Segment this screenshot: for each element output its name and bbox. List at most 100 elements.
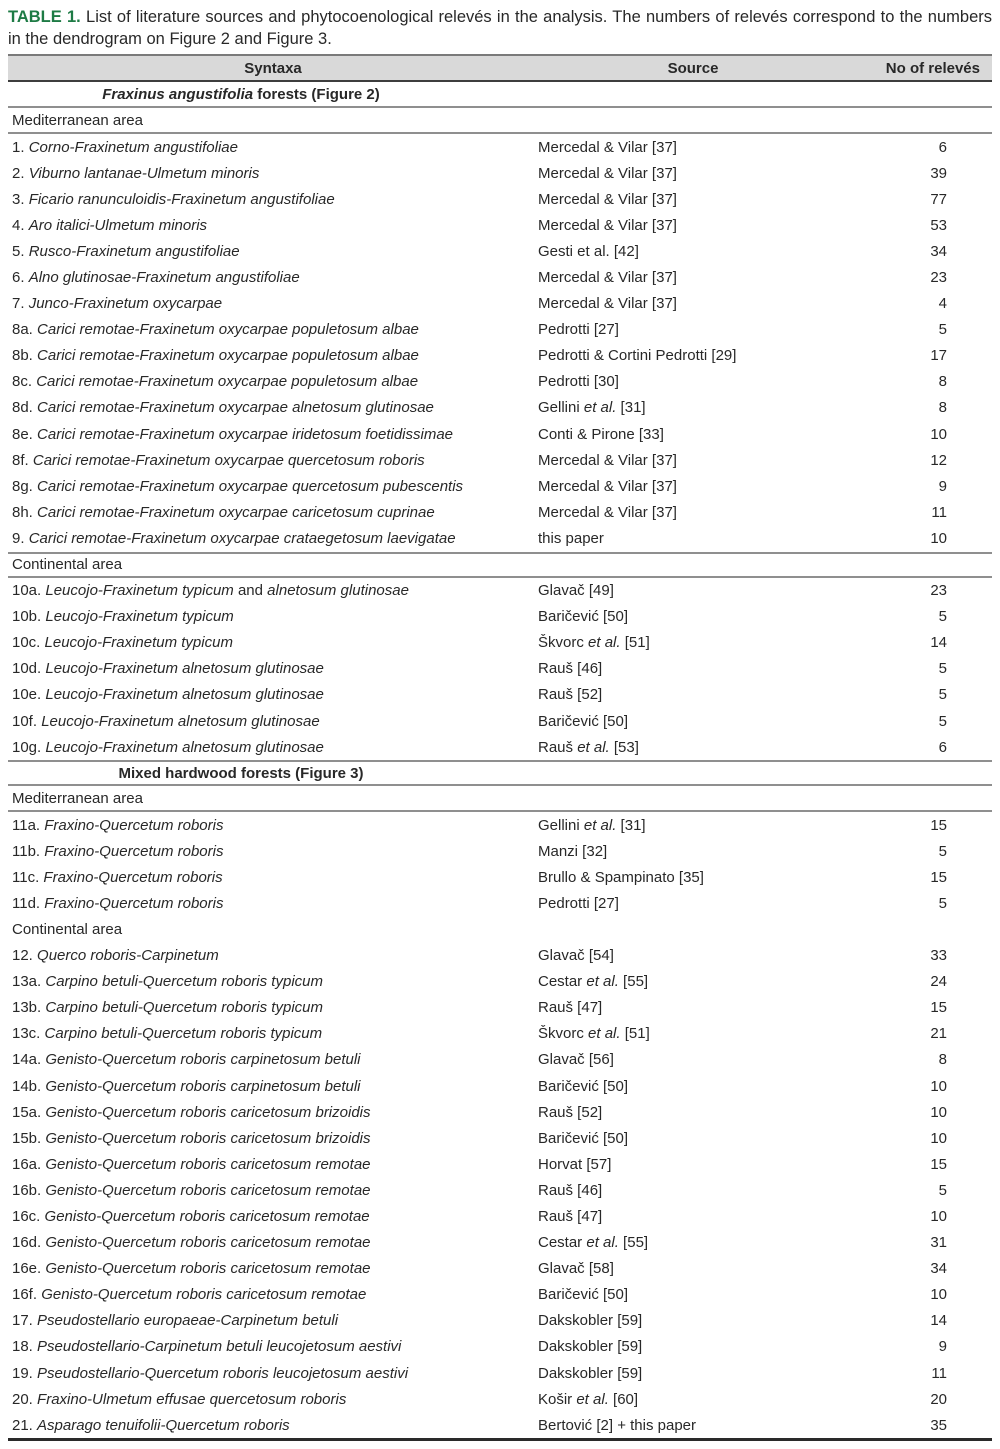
syntaxa-cell: 15a. Genisto-Quercetum roboris caricetos… bbox=[12, 1103, 371, 1121]
syntaxa-cell: 4. Aro italici-Ulmetum minoris bbox=[12, 216, 208, 234]
table-row: 16d. Genisto-Quercetum roboris caricetos… bbox=[8, 1230, 992, 1256]
table-header-row: Syntaxa Source No of relevés bbox=[8, 56, 992, 82]
syntaxa-cell: 14a. Genisto-Quercetum roboris carpineto… bbox=[12, 1051, 361, 1069]
source-cell: Cestar et al. [55] bbox=[538, 1234, 649, 1252]
releves-count-cell: 33 bbox=[930, 947, 947, 965]
source-cell: Glavač [54] bbox=[538, 947, 614, 965]
table-row: 17. Pseudostellario europaeae-Carpinetum… bbox=[8, 1308, 992, 1334]
area-row: Continental area bbox=[12, 921, 123, 939]
table-row: 13b. Carpino betuli-Quercetum roboris ty… bbox=[8, 995, 992, 1021]
syntaxa-cell: 8h. Carici remotae-Fraxinetum oxycarpae … bbox=[12, 503, 435, 521]
source-cell: Rauš [47] bbox=[538, 999, 603, 1017]
table-caption-label: TABLE 1. bbox=[8, 8, 81, 26]
section-row: Fraxinus angustifolia forests (Figure 2) bbox=[8, 82, 992, 108]
header-syntaxa: Syntaxa bbox=[244, 59, 302, 77]
releves-count-cell: 9 bbox=[938, 1338, 947, 1356]
source-cell: Dakskobler [59] bbox=[538, 1364, 643, 1382]
releves-count-cell: 12 bbox=[930, 451, 947, 469]
syntaxa-cell: 5. Rusco-Fraxinetum angustifoliae bbox=[12, 242, 240, 260]
source-cell: Gellini et al. [31] bbox=[538, 399, 646, 417]
source-cell: Košir et al. [60] bbox=[538, 1390, 639, 1408]
table-row: 10e. Leucojo-Fraxinetum alnetosum glutin… bbox=[8, 682, 992, 708]
table-row: 14b. Genisto-Quercetum roboris carpineto… bbox=[8, 1073, 992, 1099]
source-cell: Cestar et al. [55] bbox=[538, 973, 649, 991]
table-row: 16c. Genisto-Quercetum roboris caricetos… bbox=[8, 1203, 992, 1229]
syntaxa-cell: 16f. Genisto-Quercetum roboris caricetos… bbox=[12, 1286, 367, 1304]
syntaxa-cell: 16c. Genisto-Quercetum roboris caricetos… bbox=[12, 1208, 370, 1226]
source-cell: Gellini et al. [31] bbox=[538, 816, 646, 834]
syntaxa-cell: 8d. Carici remotae-Fraxinetum oxycarpae … bbox=[12, 399, 434, 417]
source-cell: Baričević [50] bbox=[538, 1286, 629, 1304]
releves-count-cell: 77 bbox=[930, 190, 947, 208]
source-cell: Mercedal & Vilar [37] bbox=[538, 477, 677, 495]
syntaxa-cell: 11a. Fraxino-Quercetum roboris bbox=[12, 816, 224, 834]
table-body: Fraxinus angustifolia forests (Figure 2)… bbox=[8, 82, 992, 1438]
section-title: Fraxinus angustifolia forests (Figure 2) bbox=[102, 85, 380, 103]
syntaxa-cell: 1. Corno-Fraxinetum angustifoliae bbox=[12, 138, 238, 156]
table-row: 8e. Carici remotae-Fraxinetum oxycarpae … bbox=[8, 421, 992, 447]
table-row: 13c. Carpino betuli-Quercetum roboris ty… bbox=[8, 1021, 992, 1047]
table-row: 14a. Genisto-Quercetum roboris carpineto… bbox=[8, 1047, 992, 1073]
literature-sources-table: Syntaxa Source No of relevés Fraxinus an… bbox=[8, 54, 992, 1442]
source-cell: Mercedal & Vilar [37] bbox=[538, 164, 677, 182]
table-row: 1. Corno-Fraxinetum angustifoliae Merceda… bbox=[8, 134, 992, 160]
syntaxa-cell: 9. Carici remotae-Fraxinetum oxycarpae c… bbox=[12, 529, 456, 547]
syntaxa-cell: 21. Asparago tenuifolii-Quercetum robori… bbox=[12, 1416, 290, 1434]
source-cell: Manzi [32] bbox=[538, 842, 608, 860]
syntaxa-cell: 16e. Genisto-Quercetum roboris caricetos… bbox=[12, 1260, 371, 1278]
source-cell: Škvorc et al. [51] bbox=[538, 1025, 650, 1043]
syntaxa-cell: 20. Fraxino-Ulmetum effusae quercetosum … bbox=[12, 1390, 347, 1408]
table-row: 3. Ficario ranunculoidis-Fraxinetum angu… bbox=[8, 186, 992, 212]
syntaxa-cell: 2. Viburno lantanae-Ulmetum minoris bbox=[12, 164, 260, 182]
table-row: 2. Viburno lantanae-Ulmetum minoris Merce… bbox=[8, 160, 992, 186]
source-cell: Glavač [58] bbox=[538, 1260, 614, 1278]
syntaxa-cell: 10a. Leucojo-Fraxinetum typicum and alne… bbox=[12, 582, 409, 600]
releves-count-cell: 23 bbox=[930, 582, 947, 600]
table-row: 12. Querco roboris-Carpinetum Glavač [54]… bbox=[8, 943, 992, 969]
table-row: 8f. Carici remotae-Fraxinetum oxycarpae … bbox=[8, 447, 992, 473]
releves-count-cell: 10 bbox=[930, 1208, 947, 1226]
syntaxa-cell: 8g. Carici remotae-Fraxinetum oxycarpae … bbox=[12, 477, 464, 495]
releves-count-cell: 10 bbox=[930, 1129, 947, 1147]
source-cell: Glavač [56] bbox=[538, 1051, 614, 1069]
source-cell: Mercedal & Vilar [37] bbox=[538, 269, 677, 287]
syntaxa-cell: 10g. Leucojo-Fraxinetum alnetosum glutin… bbox=[12, 738, 324, 756]
table-row: 10b. Leucojo-Fraxinetum typicum Baričević… bbox=[8, 604, 992, 630]
syntaxa-cell: 7. Junco-Fraxinetum oxycarpae bbox=[12, 295, 223, 313]
table-row: 10g. Leucojo-Fraxinetum alnetosum glutin… bbox=[8, 734, 992, 760]
source-cell: Mercedal & Vilar [37] bbox=[538, 451, 677, 469]
source-cell: Rauš et al. [53] bbox=[538, 738, 639, 756]
releves-count-cell: 6 bbox=[938, 138, 947, 156]
releves-count-cell: 23 bbox=[930, 269, 947, 287]
table-row: 16f. Genisto-Quercetum roboris caricetos… bbox=[8, 1282, 992, 1308]
releves-count-cell: 20 bbox=[930, 1390, 947, 1408]
table-row: 16a. Genisto-Quercetum roboris caricetos… bbox=[8, 1151, 992, 1177]
source-cell: Baričević [50] bbox=[538, 1077, 629, 1095]
syntaxa-cell: 16d. Genisto-Quercetum roboris caricetos… bbox=[12, 1234, 371, 1252]
table-row: 18. Pseudostellario-Carpinetum betuli le… bbox=[8, 1334, 992, 1360]
source-cell: Conti & Pirone [33] bbox=[538, 425, 664, 443]
source-cell: Mercedal & Vilar [37] bbox=[538, 138, 677, 156]
source-cell: Mercedal & Vilar [37] bbox=[538, 190, 677, 208]
section-title: Mixed hardwood forests (Figure 3) bbox=[118, 764, 364, 782]
source-cell: Rauš [46] bbox=[538, 660, 603, 678]
table-row: 16e. Genisto-Quercetum roboris caricetos… bbox=[8, 1256, 992, 1282]
area-row: Continental area bbox=[8, 551, 992, 578]
table-caption: TABLE 1. List of literature sources and … bbox=[8, 6, 992, 50]
releves-count-cell: 6 bbox=[938, 738, 947, 756]
table-row: 8c. Carici remotae-Fraxinetum oxycarpae … bbox=[8, 369, 992, 395]
syntaxa-cell: 13a. Carpino betuli-Quercetum roboris ty… bbox=[12, 973, 323, 991]
syntaxa-cell: 13c. Carpino betuli-Quercetum roboris ty… bbox=[12, 1025, 323, 1043]
section-row: Mixed hardwood forests (Figure 3) bbox=[8, 760, 992, 787]
syntaxa-cell: 11b. Fraxino-Quercetum roboris bbox=[12, 842, 224, 860]
syntaxa-cell: 16a. Genisto-Quercetum roboris caricetos… bbox=[12, 1155, 371, 1173]
table-row: 6. Alno glutinosae-Fraxinetum angustifol… bbox=[8, 264, 992, 290]
releves-count-cell: 35 bbox=[930, 1416, 947, 1434]
table-row: 15b. Genisto-Quercetum roboris caricetos… bbox=[8, 1125, 992, 1151]
releves-count-cell: 5 bbox=[938, 894, 947, 912]
releves-count-cell: 5 bbox=[938, 321, 947, 339]
syntaxa-cell: 10d. Leucojo-Fraxinetum alnetosum glutin… bbox=[12, 660, 324, 678]
source-cell: Dakskobler [59] bbox=[538, 1338, 643, 1356]
source-cell: Gesti et al. [42] bbox=[538, 242, 639, 260]
releves-count-cell: 10 bbox=[930, 1103, 947, 1121]
